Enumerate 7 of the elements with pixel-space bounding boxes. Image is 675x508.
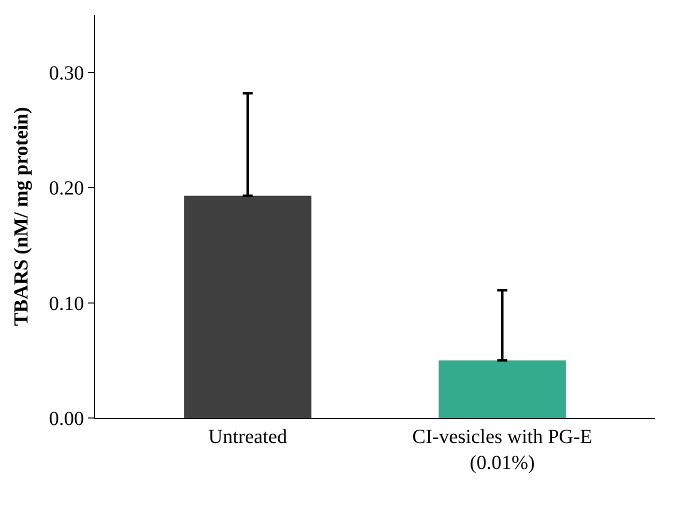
y-tick-label: 0.00 bbox=[49, 408, 84, 430]
y-tick-label: 0.20 bbox=[49, 178, 84, 200]
y-axis-title: TBARS (nM/ mg protein) bbox=[10, 106, 32, 326]
x-tick-label: CI-vesicles with PG-E (0.01%) bbox=[412, 426, 592, 474]
y-tick-label: 0.10 bbox=[49, 292, 84, 315]
y-tick-label: 0.30 bbox=[49, 62, 84, 85]
x-tick-label: Untreated bbox=[208, 426, 288, 448]
